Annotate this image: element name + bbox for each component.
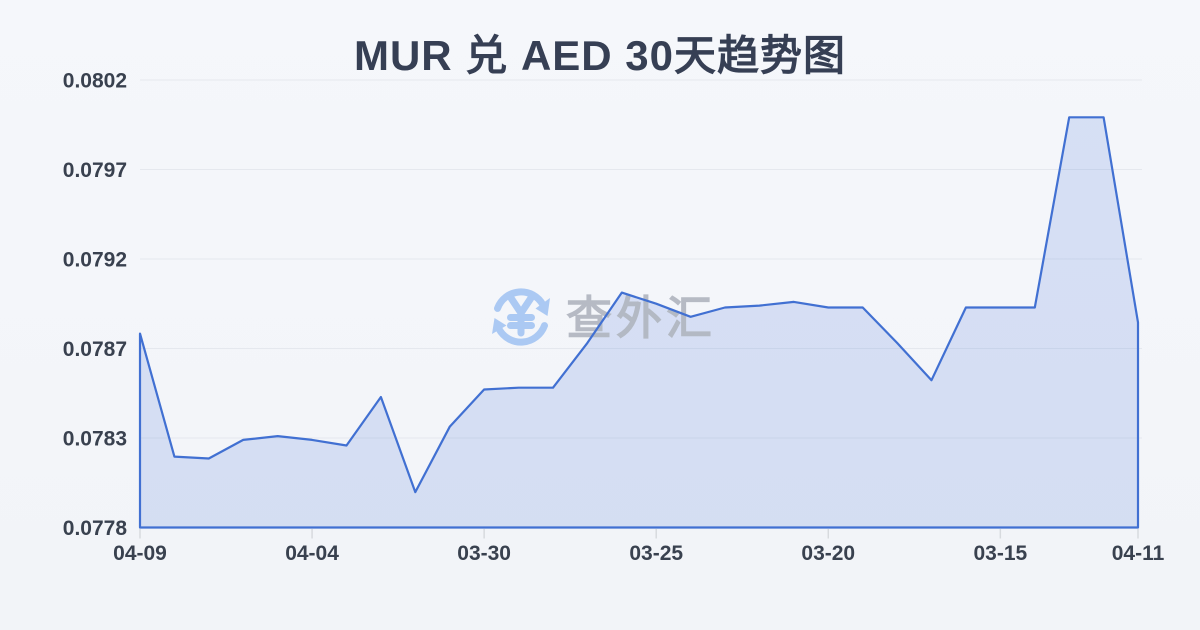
gridlines: 0.0802 0.0797 0.0792 0.0787 0.0783 0.0778 [63,70,1142,540]
arrowhead-left [492,318,507,334]
x-axis-label: 04-11 [1112,542,1165,565]
currency-exchange-icon [492,288,550,346]
y-axis-label: 0.0802 [63,70,127,93]
x-axis-label: 03-15 [973,542,1027,565]
x-axis-label: 04-04 [285,542,339,565]
y-axis-label: 0.0778 [63,517,128,540]
x-axis-label: 03-25 [629,542,683,565]
watermark-text: 查外汇 [566,292,716,344]
exchange-arc-top [494,288,547,312]
area-fill [140,117,1138,528]
chart-title: MUR 兑 AED 30天趋势图 [353,32,847,79]
y-axis-label: 0.0783 [63,428,127,451]
yuan-symbol [507,294,535,337]
arrowhead-right [535,298,550,316]
exchange-arc-bottom [495,322,548,346]
y-axis-label: 0.0797 [63,159,127,182]
trend-line [138,116,1140,529]
watermark: 查外汇 [492,288,716,346]
x-axis: 04-09 04-04 03-30 03-25 03-20 03-15 04-11 [113,529,1165,565]
x-axis-label: 03-20 [801,542,855,565]
y-axis-label: 0.0792 [63,249,127,272]
x-axis-label: 03-30 [457,542,511,565]
y-axis-label: 0.0787 [63,338,127,361]
x-axis-label: 04-09 [113,542,167,565]
